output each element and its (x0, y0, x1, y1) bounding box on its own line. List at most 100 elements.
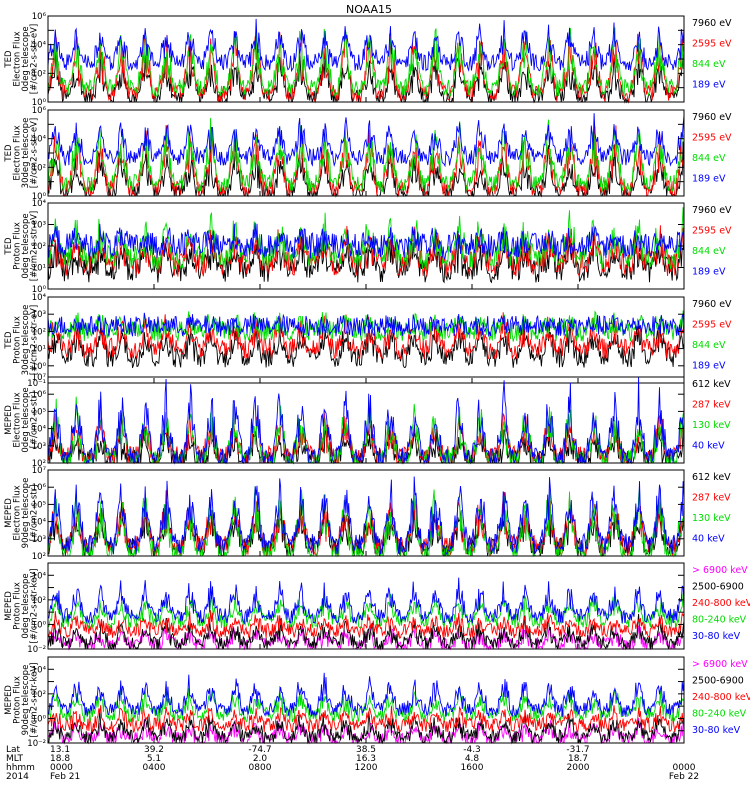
legend-entry: 240-800 keV (692, 692, 750, 703)
series-trace (47, 577, 685, 625)
y-tick-label: 10⁰ (32, 285, 47, 295)
x-tick-label: 1600 (461, 763, 484, 773)
y-axis-label: [#/cm2-s-str-eV] (30, 305, 40, 375)
y-tick-label: 10⁰ (32, 98, 47, 108)
legend-entry: 2500-6900 (692, 676, 744, 687)
x-tick-label: 0000 (673, 763, 696, 773)
y-tick-label: 10³ (32, 221, 46, 231)
y-tick-label: 10² (32, 552, 46, 562)
x-tick-label: 0800 (249, 763, 272, 773)
series-trace (47, 686, 685, 723)
x-row-label: MLT (6, 754, 24, 764)
legend-entry: 844 eV (692, 246, 726, 257)
y-tick-label: 10⁶ (32, 12, 47, 22)
series-trace (47, 18, 685, 73)
x-tick-label: 2000 (567, 763, 590, 773)
legend-entry: 2500-6900 (692, 582, 744, 593)
y-axis-label: [#/cm2-s-str-keV] (30, 569, 40, 644)
y-axis-label: Electron Flux (13, 125, 23, 180)
x-tick-label: Feb 21 (50, 772, 80, 782)
y-tick-label: 10⁴ (32, 665, 47, 675)
series-trace (47, 207, 685, 270)
y-axis-label: TED (4, 50, 14, 69)
y-axis-label: 0deg telescope (21, 26, 31, 91)
y-tick-label: 10⁷ (32, 373, 47, 383)
x-tick-label: 13.1 (50, 745, 70, 755)
legend-entry: > 6900 keV (692, 565, 748, 576)
x-tick-label: -4.3 (463, 745, 481, 755)
y-axis-label: TED (4, 237, 14, 256)
y-axis-label: MEPED (4, 685, 14, 715)
series-trace (47, 476, 685, 556)
x-tick-label: 16.3 (356, 754, 376, 764)
y-axis-label: TED (4, 144, 14, 163)
y-tick-label: 10⁻² (27, 645, 46, 655)
y-tick-label: 10⁶ (32, 390, 47, 400)
y-axis-label: MEPED (4, 405, 14, 435)
legend-entry: 7960 eV (692, 112, 732, 123)
legend-entry: 2595 eV (692, 38, 732, 49)
y-tick-label: 10⁴ (32, 518, 47, 528)
x-tick-label: 18.8 (50, 754, 70, 764)
y-tick-label: 10⁴ (32, 199, 47, 209)
y-tick-label: 10⁰ (32, 714, 47, 724)
y-axis-label: [#/cm2-s-str-eV] (30, 24, 40, 94)
legend-entry: 80-240 keV (692, 615, 747, 626)
x-tick-label: 0400 (143, 763, 166, 773)
series-trace (47, 312, 685, 361)
y-tick-label: 10⁴ (32, 41, 47, 51)
y-axis-label: Electron Flux (13, 31, 23, 86)
y-tick-label: 10² (32, 459, 46, 469)
legend-entry: 40 keV (692, 533, 725, 544)
y-tick-label: 10¹ (32, 264, 46, 274)
legend-entry: 844 eV (692, 153, 726, 164)
legend-entry: 130 keV (692, 420, 731, 431)
x-tick-label: 4.8 (465, 754, 480, 764)
y-tick-label: 10² (32, 163, 46, 173)
panel-frame (47, 469, 685, 557)
y-axis-label: MEPED (4, 591, 14, 621)
y-tick-label: 10² (32, 242, 46, 252)
x-row-label: hhmm (6, 763, 35, 773)
legend-entry: 612 keV (692, 472, 731, 483)
y-tick-label: 10⁵ (32, 500, 46, 510)
legend-entry: 40 keV (692, 440, 725, 451)
x-tick-label: 5.1 (147, 754, 161, 764)
x-tick-label: 2.0 (253, 754, 268, 764)
x-tick-label: 0000 (50, 763, 73, 773)
x-tick-label: 18.7 (568, 754, 588, 764)
y-axis-label: Electron Flux (13, 392, 23, 447)
legend-entry: 30-80 keV (692, 725, 741, 736)
x-tick-label: 39.2 (144, 745, 164, 755)
y-axis-label: Proton Flux (13, 676, 23, 724)
y-axis-label: Proton Flux (13, 316, 23, 364)
x-row-label: Lat (6, 745, 21, 755)
x-tick-label: 38.5 (356, 745, 376, 755)
y-tick-label: 10⁰ (32, 362, 47, 372)
series-trace (47, 310, 685, 342)
legend-entry: 612 keV (692, 379, 731, 390)
y-tick-label: 10² (32, 690, 46, 700)
legend-entry: 2595 eV (692, 225, 732, 236)
series-trace (47, 222, 685, 260)
legend-entry: 189 eV (692, 173, 726, 184)
y-tick-label: 10⁰ (32, 620, 47, 630)
y-tick-label: 10⁴ (32, 571, 47, 581)
y-axis-label: Electron Flux (13, 485, 23, 540)
legend-entry: > 6900 keV (692, 659, 748, 670)
y-axis-label: 90deg telescope (21, 665, 31, 736)
series-trace (47, 48, 685, 104)
y-tick-label: 10⁻² (27, 739, 46, 749)
y-tick-label: 10⁻¹ (27, 379, 46, 389)
legend-entry: 80-240 keV (692, 709, 747, 720)
x-tick-label: 1200 (355, 763, 378, 773)
series-trace (47, 318, 685, 369)
y-axis-label: [#/cm2-s-str] (30, 485, 40, 542)
legend-entry: 2595 eV (692, 319, 732, 330)
y-tick-label: 10⁶ (32, 483, 47, 493)
series-trace (47, 709, 685, 745)
legend-entry: 844 eV (692, 340, 726, 351)
y-tick-label: 10⁵ (32, 407, 46, 417)
